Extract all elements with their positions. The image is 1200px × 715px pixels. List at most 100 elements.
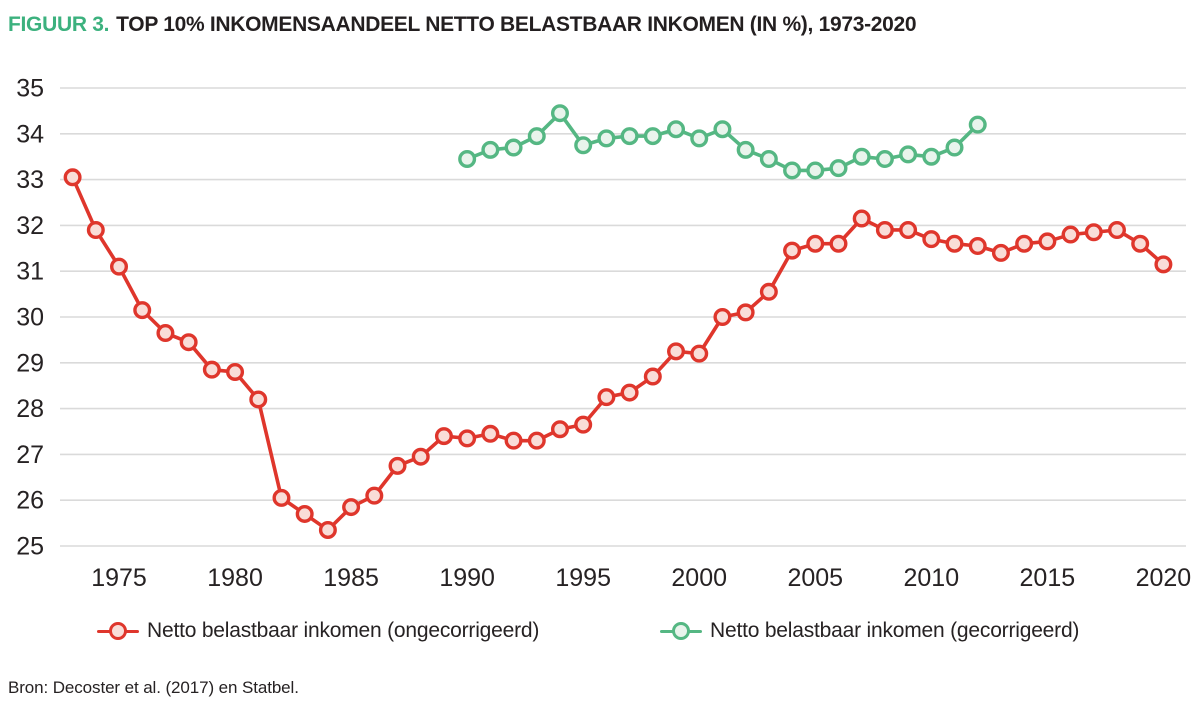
ongecorrigeerd-data-point: [249, 390, 268, 409]
ongecorrigeerd-data-point: [411, 447, 430, 466]
ongecorrigeerd-data-point: [504, 431, 523, 450]
gecorrigeerd-data-point: [574, 136, 593, 155]
ongecorrigeerd-data-point: [899, 220, 918, 239]
ongecorrigeerd-data-point: [434, 427, 453, 446]
y-axis-tick-label: 31: [16, 258, 44, 286]
x-axis-tick-label: 2005: [787, 564, 843, 592]
gecorrigeerd-data-point: [875, 149, 894, 168]
ongecorrigeerd-data-point: [342, 498, 361, 517]
y-axis-tick-label: 35: [16, 75, 44, 103]
ongecorrigeerd-data-point: [945, 234, 964, 253]
x-axis-tick-label: 1995: [555, 564, 611, 592]
ongecorrigeerd-data-point: [63, 168, 82, 187]
gecorrigeerd-data-point: [899, 145, 918, 164]
ongecorrigeerd-series-line: [70, 175, 1166, 532]
ongecorrigeerd-data-point: [318, 520, 337, 539]
ongecorrigeerd-data-point: [968, 237, 987, 256]
ongecorrigeerd-data-point: [365, 486, 384, 505]
x-axis-tick-label: 2000: [671, 564, 727, 592]
ongecorrigeerd-data-point: [110, 257, 129, 276]
ongecorrigeerd-data-point: [86, 220, 105, 239]
legend-dot-green: [672, 622, 690, 640]
y-axis-tick-label: 34: [16, 120, 44, 148]
chart-legend: Netto belastbaar inkomen (ongecorrigeerd…: [0, 616, 1200, 646]
y-axis-tick-label: 26: [16, 487, 44, 515]
gecorrigeerd-data-point: [597, 129, 616, 148]
ongecorrigeerd-data-point: [991, 243, 1010, 262]
ongecorrigeerd-data-point: [1084, 223, 1103, 242]
ongecorrigeerd-data-point: [272, 488, 291, 507]
ongecorrigeerd-data-point: [1061, 225, 1080, 244]
chart-svg: 35 34 33 32 31 30 29 28 27 26 25 1975 1980 1985 1990 19…: [16, 75, 1192, 593]
gecorrigeerd-data-point: [922, 147, 941, 166]
legend-item-ongecorrigeerd: Netto belastbaar inkomen (ongecorrigeerd…: [97, 616, 539, 646]
legend-item-gecorrigeerd: Netto belastbaar inkomen (gecorrigeerd): [660, 616, 1079, 646]
x-axis-tick-label: 2015: [1020, 564, 1076, 592]
x-axis-tick-label: 1990: [439, 564, 495, 592]
ongecorrigeerd-data-point: [643, 367, 662, 386]
ongecorrigeerd-data-point: [1131, 234, 1150, 253]
legend-dot-red: [109, 622, 127, 640]
gecorrigeerd-data-point: [783, 161, 802, 180]
gecorrigeerd-data-point: [713, 120, 732, 139]
figure-title: FIGUUR 3. TOP 10% INKOMENSAANDEEL NETTO B…: [8, 13, 917, 37]
y-axis-tick-label: 25: [16, 533, 44, 561]
y-axis-tick-label: 27: [16, 441, 44, 469]
ongecorrigeerd-data-point: [829, 234, 848, 253]
gecorrigeerd-data-point: [852, 147, 871, 166]
ongecorrigeerd-data-point: [806, 234, 825, 253]
ongecorrigeerd-data-point: [295, 504, 314, 523]
gecorrigeerd-data-point: [667, 120, 686, 139]
y-axis-tick-label: 29: [16, 349, 44, 377]
legend-marker-red-icon: [97, 620, 139, 642]
ongecorrigeerd-data-point: [481, 424, 500, 443]
gecorrigeerd-data-point: [481, 140, 500, 159]
gecorrigeerd-data-point: [759, 149, 778, 168]
ongecorrigeerd-data-point: [690, 344, 709, 363]
x-axis-tick-label: 1975: [91, 564, 147, 592]
ongecorrigeerd-data-point: [458, 429, 477, 448]
y-axis-tick-label: 28: [16, 395, 44, 423]
x-axis-tick-label: 1985: [323, 564, 379, 592]
ongecorrigeerd-data-point: [736, 303, 755, 322]
ongecorrigeerd-data-point: [574, 415, 593, 434]
ongecorrigeerd-data-point: [713, 308, 732, 327]
ongecorrigeerd-data-point: [156, 324, 175, 343]
ongecorrigeerd-data-point: [620, 383, 639, 402]
gecorrigeerd-data-point: [945, 138, 964, 157]
gecorrigeerd-data-point: [968, 115, 987, 134]
gecorrigeerd-data-point: [690, 129, 709, 148]
figure-number-label: FIGUUR 3.: [8, 13, 110, 36]
ongecorrigeerd-data-point: [133, 301, 152, 320]
ongecorrigeerd-data-point: [179, 333, 198, 352]
ongecorrigeerd-data-point: [1154, 255, 1173, 274]
gecorrigeerd-data-point: [620, 127, 639, 146]
ongecorrigeerd-data-point: [597, 388, 616, 407]
ongecorrigeerd-data-point: [202, 360, 221, 379]
x-axis-tick-label: 2020: [1136, 564, 1192, 592]
y-axis-tick-label: 33: [16, 166, 44, 194]
gecorrigeerd-data-point: [829, 159, 848, 178]
ongecorrigeerd-data-point: [667, 342, 686, 361]
source-note: Bron: Decoster et al. (2017) en Statbel.: [8, 678, 299, 697]
y-axis-tick-label: 30: [16, 304, 44, 332]
ongecorrigeerd-data-point: [875, 220, 894, 239]
ongecorrigeerd-data-point: [1015, 234, 1034, 253]
ongecorrigeerd-data-point: [922, 230, 941, 249]
legend-label-ongecorrigeerd: Netto belastbaar inkomen (ongecorrigeerd…: [147, 619, 540, 642]
chart-area: 35 34 33 32 31 30 29 28 27 26 25 1975 1980 1985 1990 19…: [16, 75, 1192, 593]
figure-title-text: TOP 10% INKOMENSAANDEEL NETTO BELASTBAAR…: [116, 13, 917, 36]
ongecorrigeerd-data-point: [759, 282, 778, 301]
y-axis-tick-label: 32: [16, 212, 44, 240]
ongecorrigeerd-data-point: [388, 456, 407, 475]
gecorrigeerd-data-point: [527, 127, 546, 146]
gecorrigeerd-data-point: [458, 149, 477, 168]
ongecorrigeerd-data-point: [783, 241, 802, 260]
ongecorrigeerd-data-point: [852, 209, 871, 228]
x-axis-tick-label: 1980: [207, 564, 263, 592]
legend-marker-green-icon: [660, 620, 702, 642]
gecorrigeerd-data-point: [550, 104, 569, 123]
legend-label-gecorrigeerd: Netto belastbaar inkomen (gecorrigeerd): [710, 619, 1080, 642]
ongecorrigeerd-data-point: [1107, 220, 1126, 239]
